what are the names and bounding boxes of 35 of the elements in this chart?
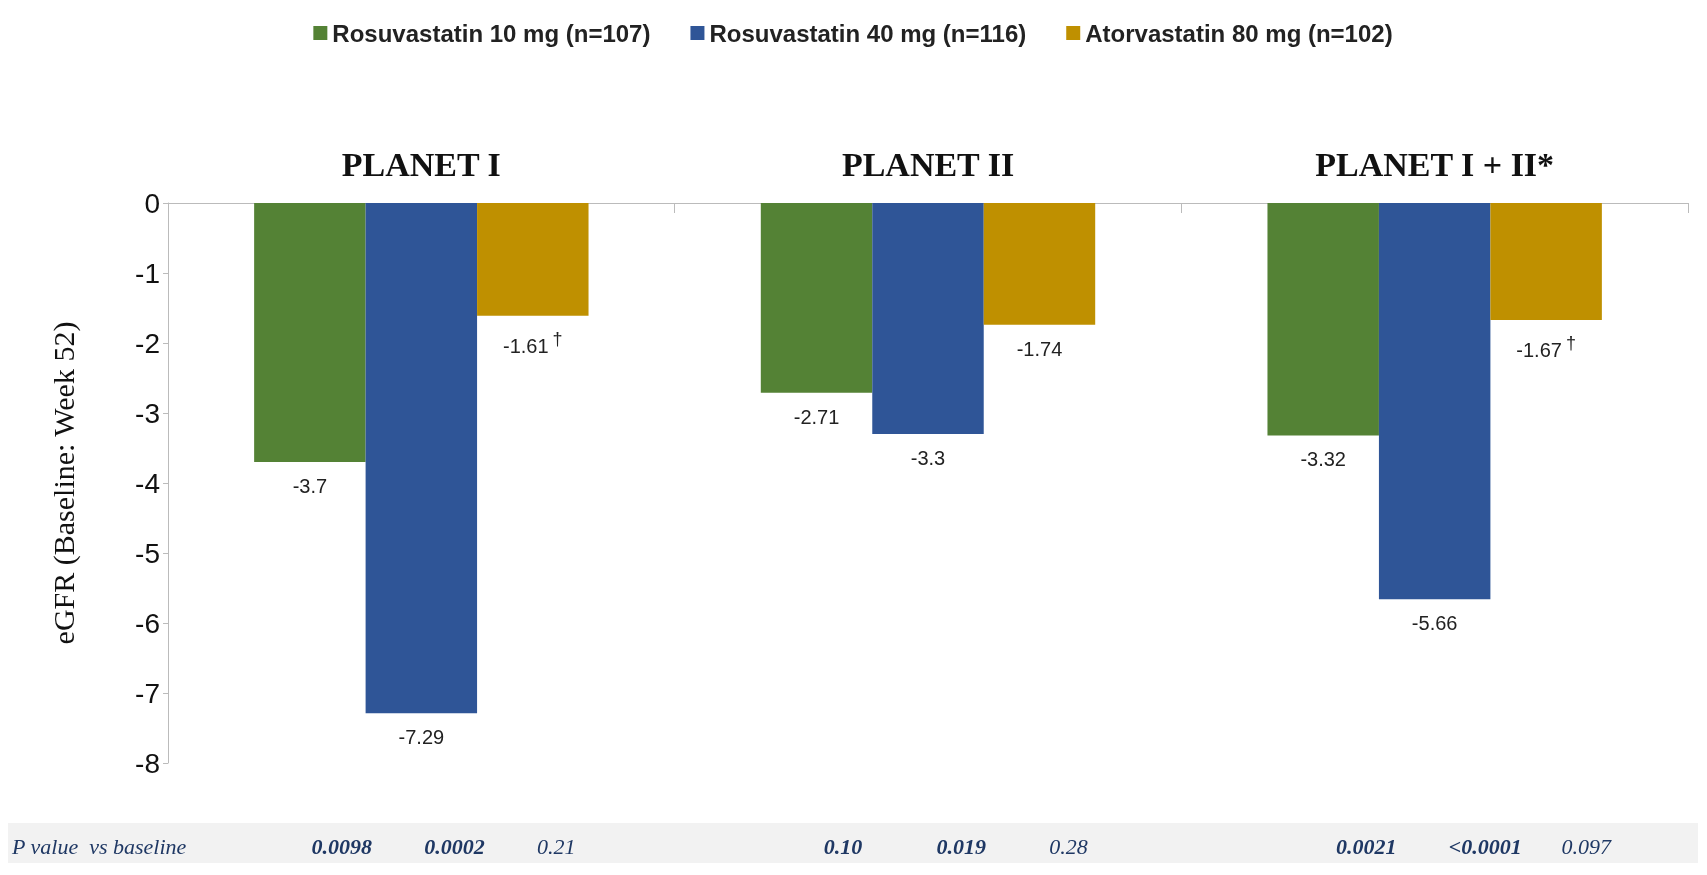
data-label: -5.66 [1411, 612, 1458, 635]
text: <0.0001 [1448, 833, 1522, 859]
text: 0.019 [936, 833, 986, 859]
data-label: -1.67† [1516, 332, 1576, 361]
text: 0.0098 [311, 833, 372, 859]
legend-label: Rosuvastatin 10 mg (n=107) [332, 19, 651, 47]
legend-label: Atorvastatin 80 mg (n=102) [1085, 19, 1393, 47]
text: 0.097 [1561, 833, 1613, 859]
data-label: -3.7 [292, 475, 328, 497]
y-tick-label: -4 [135, 467, 160, 499]
text: 0.0002 [424, 833, 485, 859]
y-tick-label: -3 [135, 397, 160, 429]
x-tick-label: PLANET I + II* [1315, 145, 1555, 183]
data-label: -2.71 [793, 405, 840, 428]
data-label: -1.61† [503, 328, 563, 357]
text: P value vs baseline [11, 833, 187, 859]
data-label: -3.32 [1300, 448, 1346, 471]
y-tick-label: 0 [144, 187, 160, 219]
y-tick-label: -8 [135, 747, 160, 779]
text: 0.10 [823, 833, 863, 859]
x-tick-label: PLANET II [841, 145, 1015, 183]
legend-label: Rosuvastatin 40 mg (n=116) [709, 19, 1027, 47]
text: 0.0021 [1336, 833, 1397, 859]
x-tick-label: PLANET I [341, 145, 501, 183]
y-tick-label: -5 [135, 537, 160, 569]
text: 0.21 [536, 833, 576, 859]
data-label: -1.74 [1016, 337, 1063, 360]
data-label: -7.29 [398, 726, 445, 749]
y-tick-label: -7 [135, 677, 160, 709]
text: 0.28 [1049, 833, 1088, 859]
y-tick-label: -2 [135, 327, 160, 359]
y-tick-label: -1 [135, 257, 160, 289]
y-tick-label: -6 [135, 607, 160, 639]
y-axis-title: eGFR (Baseline: Week 52) [46, 321, 81, 645]
data-label: -3.3 [910, 447, 946, 469]
